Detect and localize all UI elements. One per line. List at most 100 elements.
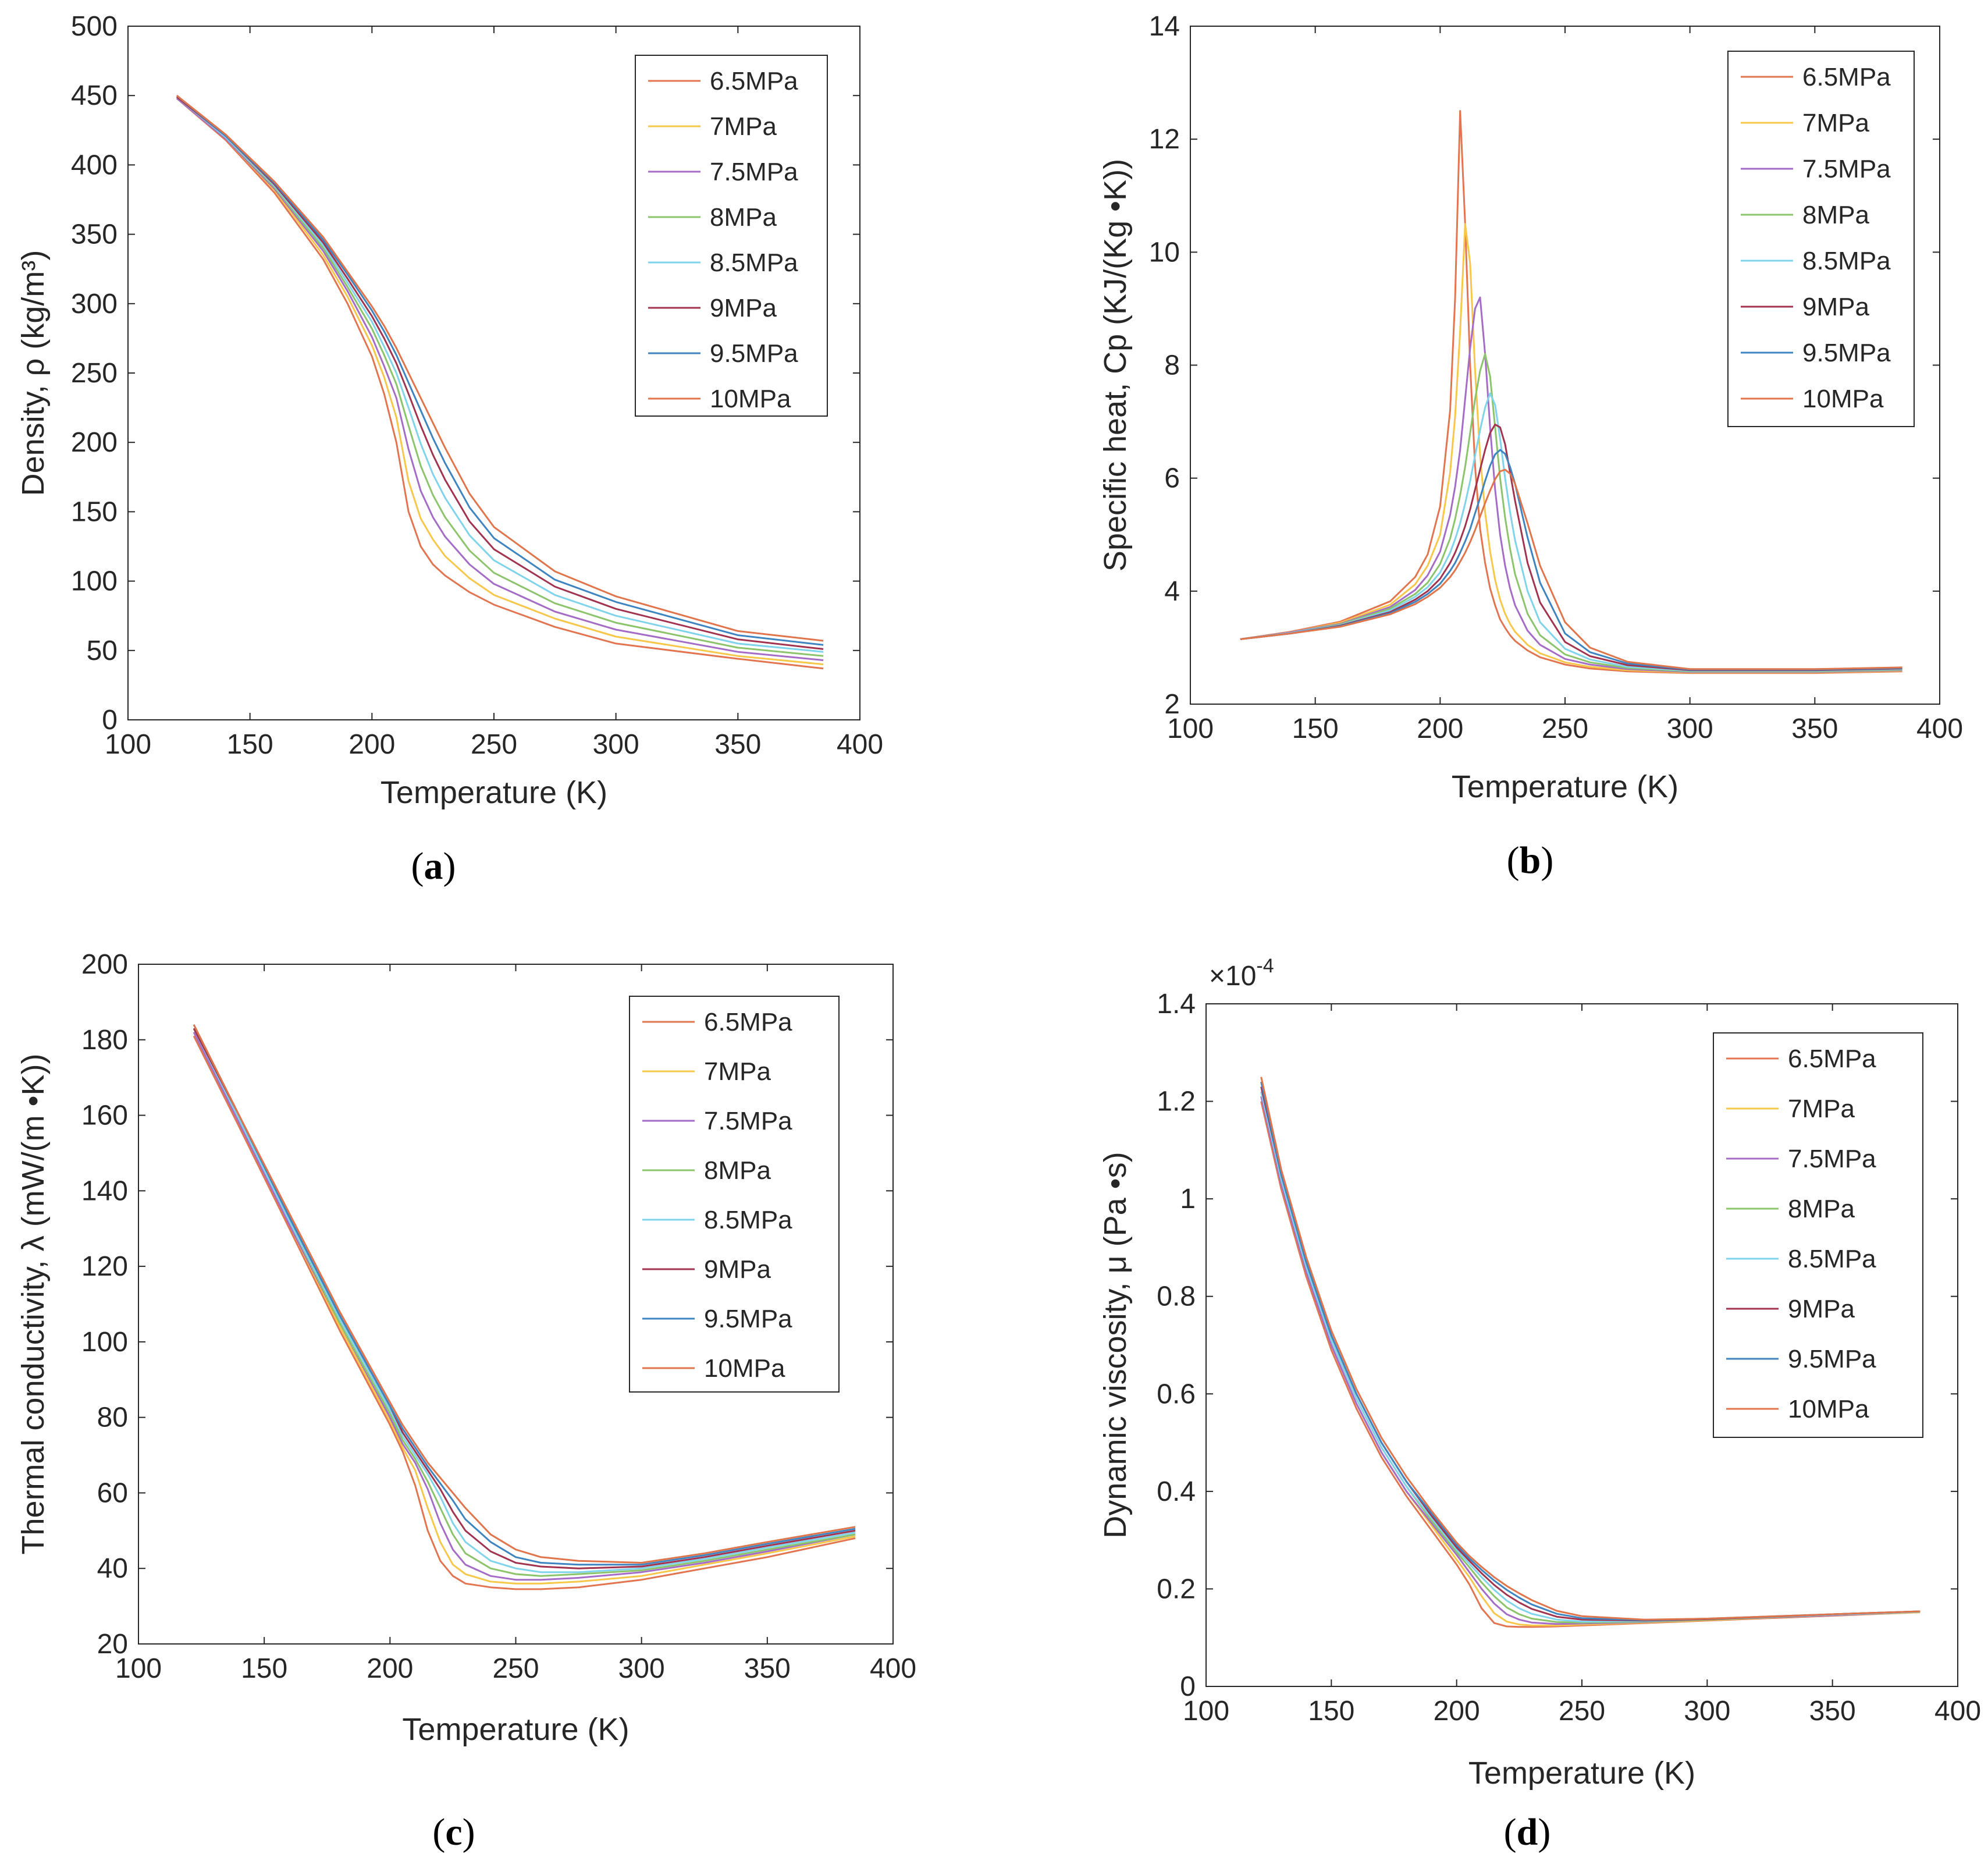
y-tick-label: 300 [71, 289, 118, 319]
series-line-10MPa [193, 1024, 856, 1564]
series-line-9MPa [1240, 423, 1902, 672]
series-line-9MPa [176, 96, 824, 650]
x-tick-label: 350 [714, 729, 761, 760]
series-line-10MPa [176, 95, 824, 642]
chart-panel-b: 100 150 200 250 300 350 400 2 4 6 8 10 12 14 Temperatu… [1098, 11, 1963, 882]
x-tick-label: 100 [115, 1653, 162, 1684]
y-tick-label: 120 [81, 1251, 128, 1282]
y-tick-label: 200 [71, 427, 118, 458]
series-line-9.5MPa [193, 1024, 856, 1566]
y-tick-label: 60 [97, 1478, 128, 1508]
x-tick-label: 150 [1292, 713, 1339, 744]
x-tick-label: 350 [744, 1653, 791, 1684]
x-tick-label: 300 [593, 729, 639, 760]
legend-entry: 8.5MPa [710, 248, 798, 277]
legend-box [629, 996, 840, 1393]
legend-entry: 7MPa [1802, 109, 1869, 137]
legend-entry: 8MPa [1788, 1195, 1855, 1223]
legend-entry: 8MPa [1802, 201, 1869, 229]
panel-caption: (d) [1504, 1811, 1551, 1853]
legend-entry: 8.5MPa [1788, 1245, 1876, 1273]
series-line-7MPa [1240, 223, 1902, 674]
series-line-8.5MPa [193, 1028, 856, 1574]
y-tick-label: 6 [1164, 463, 1180, 494]
x-tick-label: 250 [1542, 713, 1588, 744]
y-tick-label: 250 [71, 358, 118, 389]
x-tick-label: 400 [870, 1653, 916, 1684]
x-axis-label: Temperature (K) [402, 1712, 629, 1747]
x-tick-label: 100 [1183, 1696, 1229, 1727]
panel-caption-letter: d [1517, 1811, 1538, 1853]
y-tick-label: 200 [81, 949, 128, 980]
x-tick-label: 400 [837, 729, 883, 760]
legend-box [1713, 1032, 1923, 1438]
y-tick-label: 4 [1164, 576, 1180, 607]
series-line-10MPa [1260, 1077, 1921, 1621]
y-tick-label: 150 [71, 496, 118, 527]
y-tick-label: 450 [71, 80, 118, 111]
legend-entry: 6.5MPa [704, 1008, 792, 1036]
series-line-6.5MPa [176, 97, 824, 670]
y-tick-label: 160 [81, 1100, 128, 1131]
x-tick-label: 100 [105, 729, 151, 760]
y-multiplier-exponent: -4 [1256, 955, 1274, 977]
y-tick-label: 0 [1180, 1671, 1196, 1702]
x-tick-label: 400 [1934, 1696, 1981, 1727]
series-line-8.5MPa [1240, 392, 1902, 672]
x-axis-label: Temperature (K) [380, 775, 607, 810]
y-tick-label: 1 [1180, 1184, 1196, 1214]
x-tick-label: 300 [618, 1653, 665, 1684]
y-tick-label: 100 [71, 566, 118, 597]
panel-caption: (a) [411, 845, 456, 887]
y-tick-label: 100 [81, 1327, 128, 1358]
x-tick-label: 250 [1559, 1696, 1605, 1727]
x-tick-label: 200 [348, 729, 395, 760]
y-tick-label: 20 [97, 1629, 128, 1660]
legend-entry: 6.5MPa [1802, 63, 1891, 91]
x-axis-label: Temperature (K) [1468, 1756, 1695, 1791]
legend-box [1727, 51, 1915, 427]
y-tick-label: 50 [87, 635, 118, 666]
x-tick-label: 150 [241, 1653, 287, 1684]
legend-entry: 8.5MPa [704, 1206, 792, 1234]
series-line-9.5MPa [1260, 1081, 1921, 1621]
y-tick-label: 180 [81, 1025, 128, 1056]
y-tick-label: 1.4 [1157, 989, 1196, 1020]
legend: 6.5MPa 7MPa 7.5MPa 8MPa 8.5MPa 9MPa 9.5MPa 10MP… [1727, 51, 1915, 427]
legend-entry: 7.5MPa [710, 158, 798, 186]
legend: 6.5MPa 7MPa 7.5MPa 8MPa 8.5MPa 9MPa 9.5MPa 10MP… [1713, 1032, 1923, 1438]
panel-caption-letter: a [424, 845, 443, 887]
x-tick-label: 250 [492, 1653, 539, 1684]
y-tick-label: 2 [1164, 689, 1180, 720]
y-tick-label: 0.2 [1157, 1574, 1196, 1604]
x-tick-label: 400 [1916, 713, 1963, 744]
panel-caption-letter: b [1520, 839, 1541, 882]
y-tick-label: 500 [71, 11, 118, 42]
y-tick-label: 12 [1149, 124, 1180, 155]
series-line-7MPa [176, 97, 824, 666]
series-line-7.5MPa [176, 97, 824, 661]
x-tick-label: 300 [1667, 713, 1713, 744]
legend-entry: 9.5MPa [704, 1305, 792, 1333]
y-tick-label: 350 [71, 219, 118, 250]
x-tick-label: 100 [1167, 713, 1214, 744]
y-tick-label: 14 [1149, 11, 1180, 42]
y-tick-label: 0.6 [1157, 1379, 1196, 1409]
y-tick-label: 0 [102, 705, 118, 736]
legend-box [635, 55, 828, 417]
legend-entry: 9.5MPa [710, 339, 798, 368]
y-axis-label: Specific heat, Cp (KJ/(Kg •K)) [1098, 159, 1133, 571]
x-tick-label: 200 [1434, 1696, 1480, 1727]
legend-entry: 8MPa [710, 203, 777, 232]
legend-entry: 7MPa [704, 1057, 771, 1086]
series-line-8MPa [1240, 353, 1902, 673]
y-tick-label: 10 [1149, 237, 1180, 268]
x-axis-label: Temperature (K) [1452, 769, 1678, 804]
y-tick-label: 80 [97, 1402, 128, 1433]
legend-entry: 8MPa [704, 1156, 771, 1185]
legend-entry: 10MPa [710, 385, 791, 413]
x-tick-label: 150 [1308, 1696, 1354, 1727]
panel-caption-letter: c [445, 1811, 462, 1853]
series-line-6.5MPa [193, 1035, 856, 1590]
